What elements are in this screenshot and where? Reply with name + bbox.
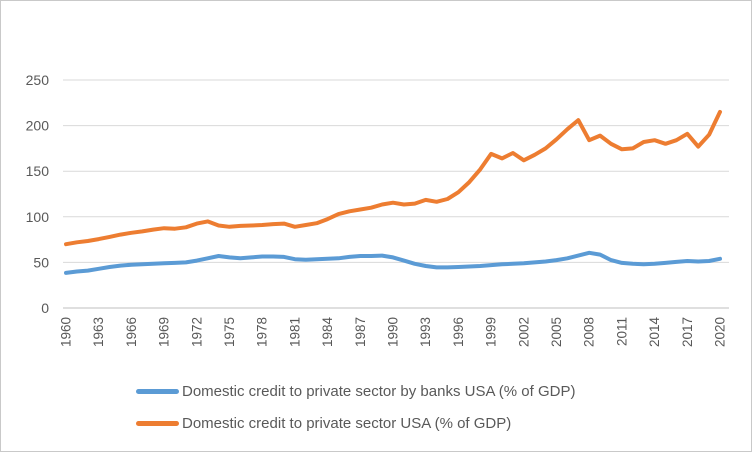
svg-text:200: 200 — [26, 118, 50, 134]
legend-item-banks: Domestic credit to private sector by ban… — [136, 381, 575, 402]
svg-text:2017: 2017 — [680, 317, 695, 347]
svg-text:0: 0 — [41, 300, 49, 316]
svg-text:1975: 1975 — [222, 317, 237, 347]
svg-text:1972: 1972 — [189, 317, 204, 347]
legend-item-total: Domestic credit to private sector USA (%… — [136, 413, 575, 434]
svg-text:150: 150 — [26, 163, 50, 179]
svg-text:2002: 2002 — [516, 317, 531, 347]
x-axis-labels: 1960 1963 1966 1969 1972 1975 1978 1981 1984 1987… — [59, 317, 728, 348]
series-lines — [64, 109, 722, 275]
legend-swatch-total-line — [136, 421, 179, 426]
chart-legend: Domestic credit to private sector by ban… — [136, 381, 575, 434]
svg-text:50: 50 — [33, 254, 49, 270]
svg-text:2005: 2005 — [549, 317, 564, 347]
svg-text:1981: 1981 — [287, 317, 302, 347]
svg-text:2011: 2011 — [614, 317, 629, 346]
svg-text:1963: 1963 — [91, 317, 106, 347]
svg-text:250: 250 — [26, 72, 50, 88]
svg-text:1993: 1993 — [418, 317, 433, 347]
svg-text:100: 100 — [26, 209, 50, 225]
gridlines — [63, 79, 729, 263]
svg-text:1999: 1999 — [484, 317, 499, 347]
svg-text:1978: 1978 — [255, 317, 270, 347]
svg-text:2014: 2014 — [647, 317, 662, 348]
svg-text:1996: 1996 — [451, 317, 466, 347]
svg-text:1990: 1990 — [386, 317, 401, 347]
legend-swatch-banks-line — [136, 389, 179, 394]
y-axis-labels: 0 50 100 150 200 250 — [26, 72, 50, 316]
credit-to-private-sector-chart: 0 50 100 150 200 250 1960 1963 1966 1969 1972 1975… — [26, 72, 729, 348]
svg-text:1966: 1966 — [124, 317, 139, 347]
series-line-banks — [64, 250, 722, 275]
svg-text:1987: 1987 — [353, 317, 368, 347]
svg-text:1969: 1969 — [157, 317, 172, 347]
svg-text:2008: 2008 — [582, 317, 597, 347]
svg-text:1960: 1960 — [59, 317, 74, 347]
svg-text:1984: 1984 — [320, 317, 335, 348]
legend-label-total: Domestic credit to private sector USA (%… — [182, 415, 512, 432]
legend-label-banks: Domestic credit to private sector by ban… — [182, 383, 576, 400]
svg-text:2020: 2020 — [713, 317, 728, 347]
series-line-total — [64, 109, 722, 247]
